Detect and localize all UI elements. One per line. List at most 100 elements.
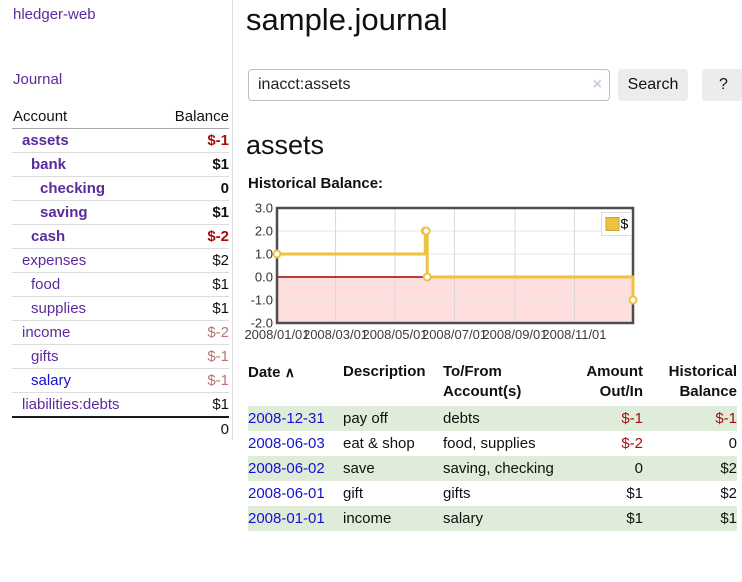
transaction-description: eat & shop — [343, 435, 415, 452]
account-row-checking: checking 0 — [12, 177, 229, 201]
transaction-date-link[interactable]: 2008-06-02 — [248, 460, 325, 477]
account-link-expenses[interactable]: expenses — [22, 252, 87, 269]
account-row-food: food $1 — [12, 273, 229, 297]
account-balance: $-2 — [207, 324, 229, 341]
transaction-accounts: food, supplies — [443, 435, 536, 452]
transaction-accounts: debts — [443, 410, 480, 427]
account-link-bank[interactable]: bank — [31, 156, 67, 173]
transaction-description: gift — [343, 485, 364, 502]
account-link-saving[interactable]: saving — [40, 204, 88, 221]
transaction-amount: 0 — [634, 460, 643, 477]
historical-balance-chart: $3.0 2.0 1.0 0.0 -1.0 -2.02008/01/012008/03/0… — [244, 201, 638, 342]
svg-text:3.0: 3.0 — [255, 201, 273, 216]
search-input-wrap: × — [248, 69, 610, 101]
transaction-date-link[interactable]: 2008-06-03 — [248, 435, 325, 452]
account-balance: $-1 — [207, 372, 229, 389]
account-link-food[interactable]: food — [31, 276, 61, 293]
account-link-supplies[interactable]: supplies — [31, 300, 87, 317]
account-row-cash: cash $-2 — [12, 225, 229, 249]
search-bar: × Search ? — [248, 69, 742, 101]
transaction-balance: $2 — [720, 460, 737, 477]
svg-text:2008/07/01: 2008/07/01 — [422, 327, 487, 342]
transaction-description: income — [343, 510, 392, 527]
transaction-amount: $1 — [626, 485, 643, 502]
transaction-accounts: gifts — [443, 485, 471, 502]
account-link-checking[interactable]: checking — [40, 180, 106, 197]
register-row: 2008-01-01 income salary $1 $1 — [248, 506, 737, 531]
svg-text:2008/03/01: 2008/03/01 — [303, 327, 368, 342]
register-row: 2008-12-31 pay off debts $-1 $-1 — [248, 406, 737, 431]
register-table: Date ∧ Description To/From Account(s) Am… — [248, 360, 737, 531]
transaction-balance: $1 — [720, 510, 737, 527]
transaction-date-link[interactable]: 2008-12-31 — [248, 410, 325, 427]
column-header-amount[interactable]: Amount Out/In — [586, 363, 643, 400]
account-balance: $1 — [212, 204, 229, 221]
balance-column-header: Balance — [174, 108, 229, 125]
page-title: sample.journal — [246, 2, 448, 37]
clear-search-icon[interactable]: × — [592, 76, 602, 93]
account-row-supplies: supplies $1 — [12, 297, 229, 321]
search-button[interactable]: Search — [618, 69, 688, 101]
search-input[interactable] — [248, 69, 610, 101]
transaction-accounts: salary — [443, 510, 484, 527]
transaction-balance: $-1 — [715, 410, 737, 427]
account-balance: $-2 — [207, 228, 229, 245]
transaction-date-link[interactable]: 2008-01-01 — [248, 510, 325, 527]
brand-link[interactable]: hledger-web — [13, 6, 96, 23]
account-link-assets[interactable]: assets — [22, 132, 69, 149]
account-row-bank: bank $1 — [12, 153, 229, 177]
svg-text:2008/05/01: 2008/05/01 — [362, 327, 427, 342]
accounts-total-row: 0 — [12, 418, 229, 441]
account-balance: $2 — [212, 252, 229, 269]
transaction-date-link[interactable]: 2008-06-01 — [248, 485, 325, 502]
svg-text:2008/11/01: 2008/11/01 — [542, 327, 606, 342]
account-balance: 0 — [220, 180, 229, 197]
accounts-total-value: 0 — [220, 421, 229, 438]
transaction-amount: $-1 — [621, 410, 643, 427]
account-row-assets: assets $-1 — [12, 129, 229, 153]
account-row-expenses: expenses $2 — [12, 249, 229, 273]
account-row-saving: saving $1 — [12, 201, 229, 225]
svg-text:$: $ — [621, 216, 629, 232]
svg-text:-2.0: -2.0 — [251, 316, 273, 331]
svg-text:-1.0: -1.0 — [251, 293, 273, 308]
svg-text:0.0: 0.0 — [255, 270, 273, 285]
account-balance: $-1 — [207, 132, 229, 149]
account-balance: $1 — [212, 300, 229, 317]
account-balance: $1 — [212, 396, 229, 413]
transaction-description: save — [343, 460, 375, 477]
svg-text:1.0: 1.0 — [255, 247, 273, 262]
chart-title: Historical Balance: — [248, 175, 384, 192]
register-row: 2008-06-03 eat & shop food, supplies $-2… — [248, 431, 737, 456]
account-row-liabilities-debts: liabilities:debts $1 — [12, 393, 229, 418]
account-row-gifts: gifts $-1 — [12, 345, 229, 369]
account-row-salary: salary $-1 — [12, 369, 229, 393]
svg-text:2008/01/01: 2008/01/01 — [244, 327, 309, 342]
account-balance: $1 — [212, 156, 229, 173]
help-button[interactable]: ? — [702, 69, 742, 101]
svg-text:2.0: 2.0 — [255, 224, 273, 239]
column-header-accounts[interactable]: To/From Account(s) — [443, 363, 522, 400]
column-header-description[interactable]: Description — [343, 363, 426, 380]
accounts-balance-table: Account Balance assets $-1 bank $1 check… — [12, 105, 229, 441]
account-link-liabilities-debts[interactable]: liabilities:debts — [22, 396, 120, 413]
transaction-balance: 0 — [728, 435, 737, 452]
transaction-amount: $-2 — [621, 435, 643, 452]
account-link-cash[interactable]: cash — [31, 228, 66, 245]
account-link-income[interactable]: income — [22, 324, 71, 341]
register-row: 2008-06-01 gift gifts $1 $2 — [248, 481, 737, 506]
account-row-income: income $-2 — [12, 321, 229, 345]
column-header-balance[interactable]: Historical Balance — [668, 363, 737, 400]
account-link-gifts[interactable]: gifts — [31, 348, 59, 365]
column-header-date[interactable]: Date ∧ — [248, 364, 295, 381]
sidebar: hledger-web Journal Account Balance asse… — [0, 0, 233, 440]
transaction-description: pay off — [343, 410, 388, 427]
account-heading: assets — [246, 130, 325, 160]
account-balance: $-1 — [207, 348, 229, 365]
account-balance: $1 — [212, 276, 229, 293]
sidebar-item-journal[interactable]: Journal — [13, 71, 63, 88]
transaction-amount: $1 — [626, 510, 643, 527]
account-link-salary[interactable]: salary — [31, 372, 72, 389]
register-row: 2008-06-02 save saving, checking 0 $2 — [248, 456, 737, 481]
transaction-accounts: saving, checking — [443, 460, 554, 477]
